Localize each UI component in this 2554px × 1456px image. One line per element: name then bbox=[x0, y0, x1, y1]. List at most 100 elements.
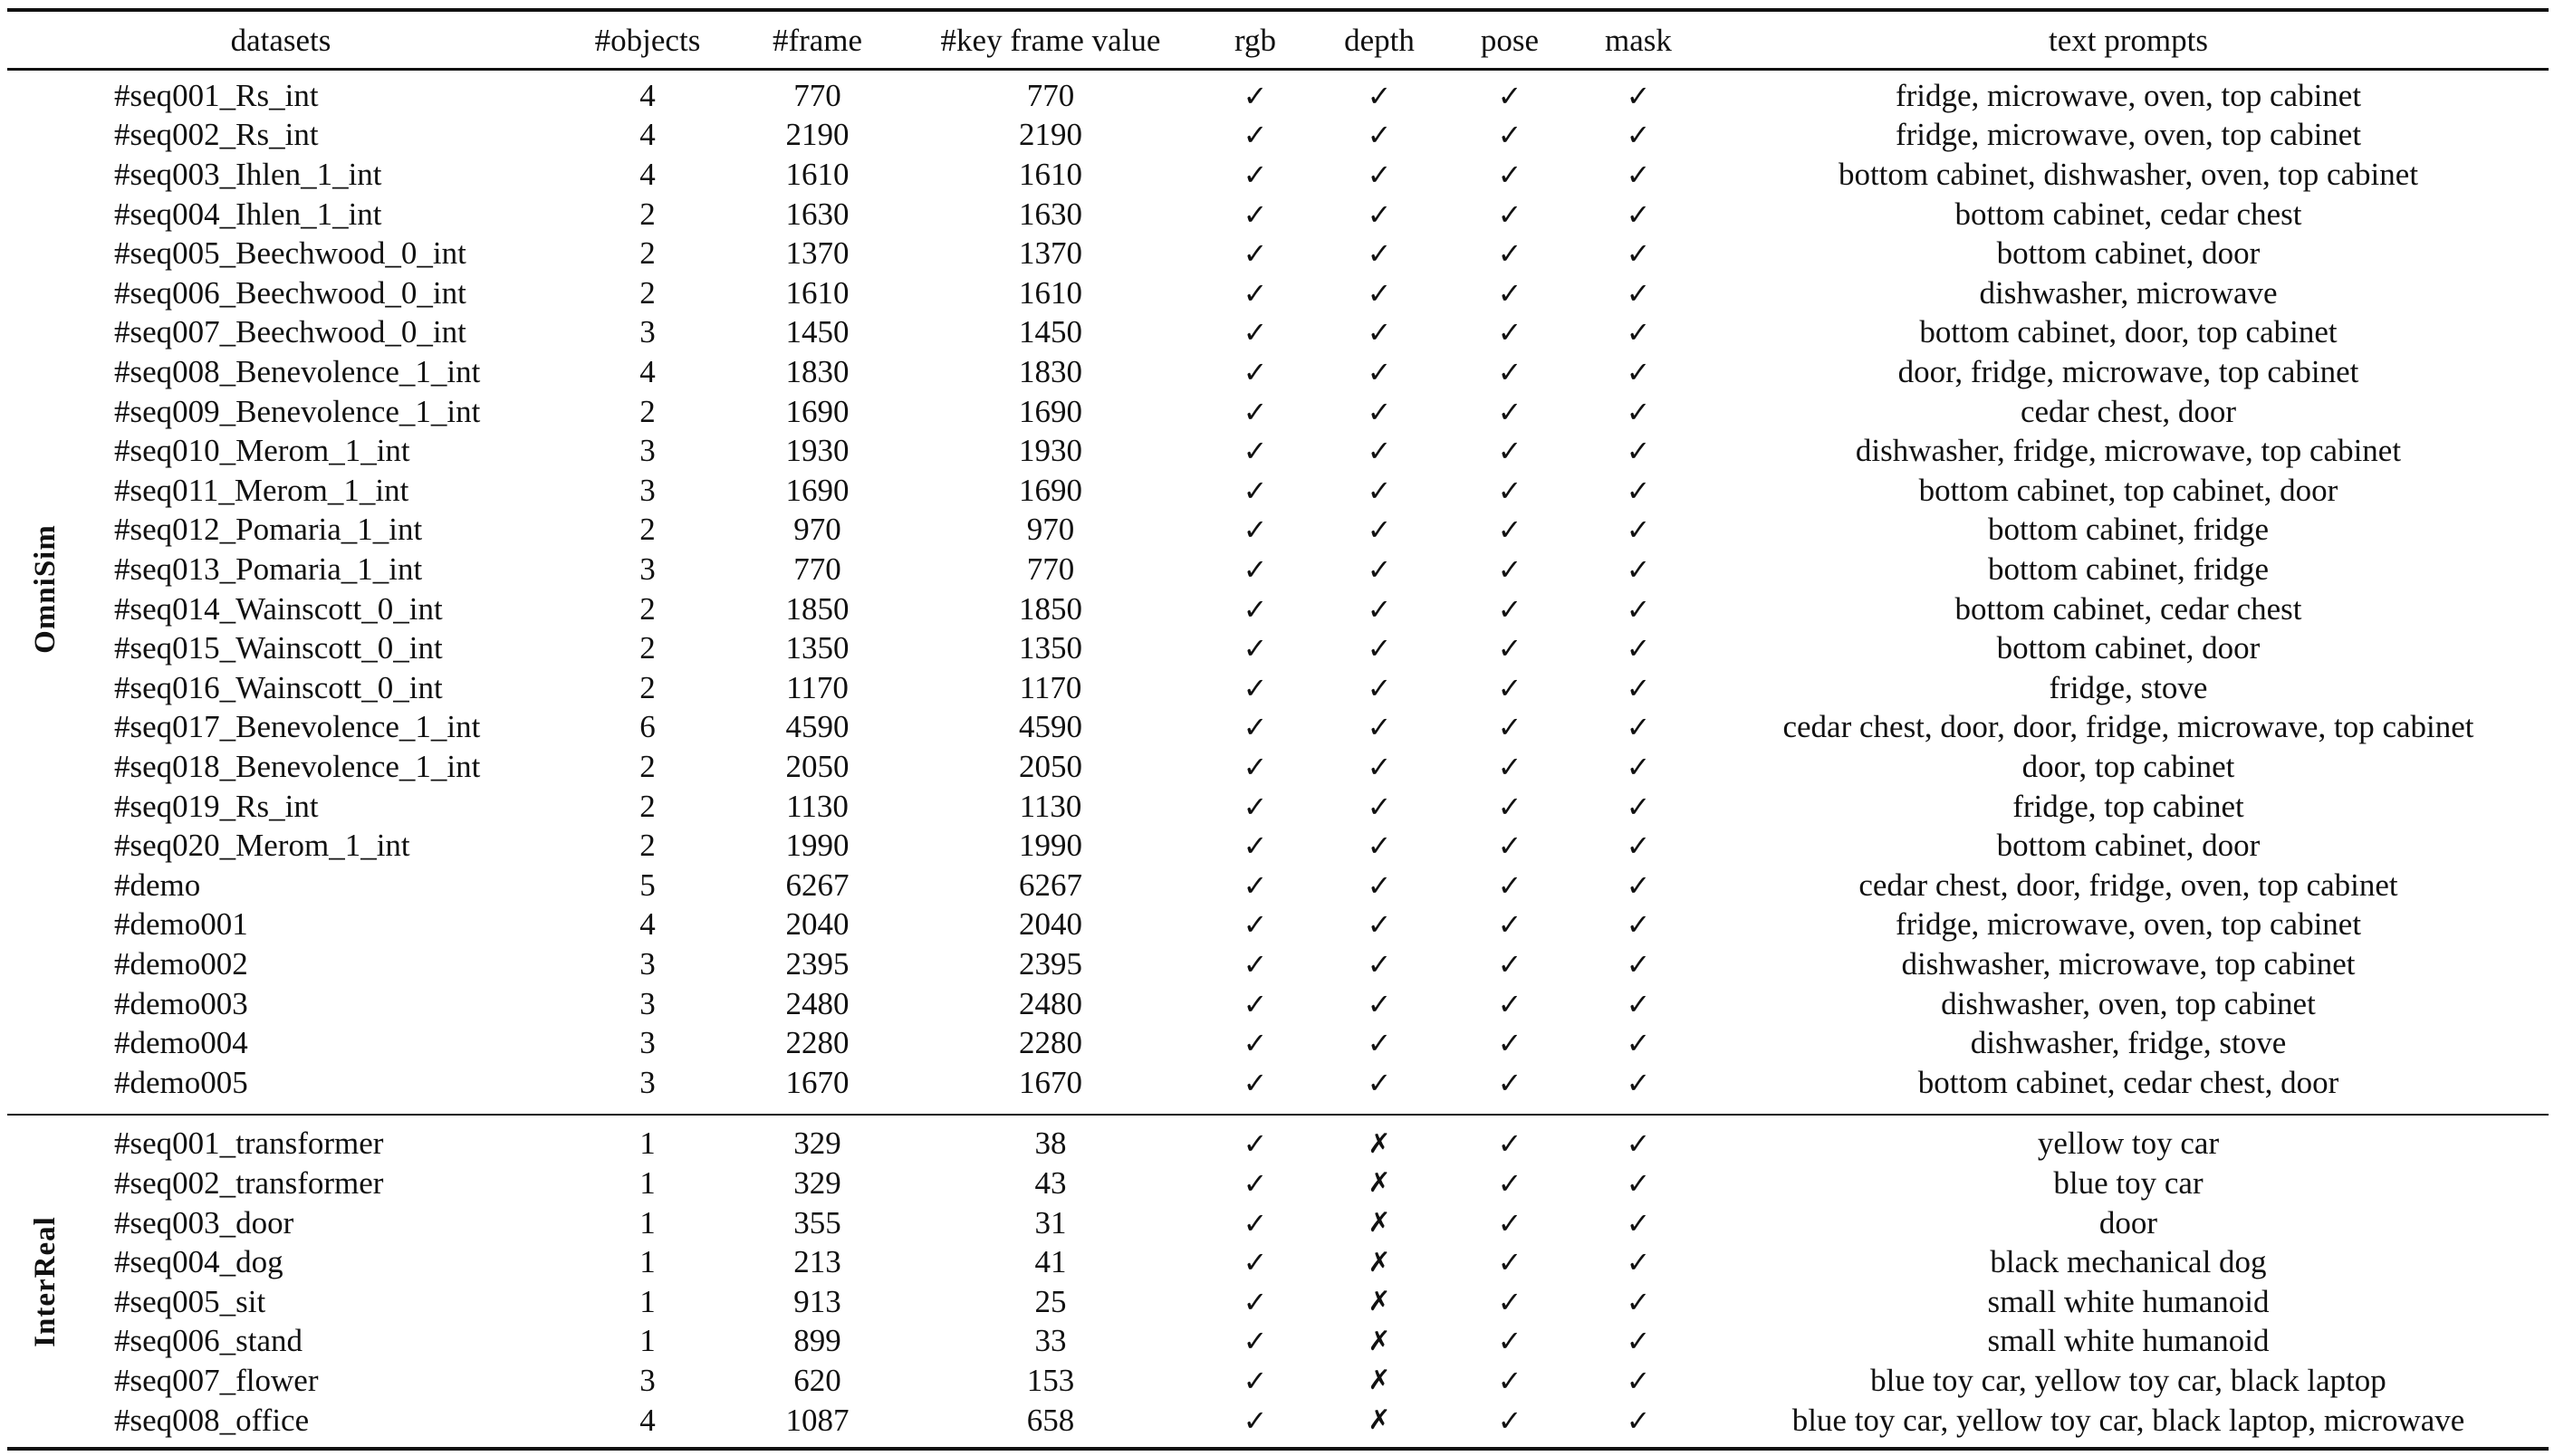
dataset-name: #seq001_transformer bbox=[114, 1126, 384, 1162]
depth-flag: ✓ bbox=[1367, 118, 1392, 153]
pose-flag: ✓ bbox=[1497, 1245, 1522, 1280]
table-row: #seq008_office 4 1087 658 ✓ ✗ ✓ ✓ blue toy car, … bbox=[0, 1401, 2554, 1441]
mask-flag: ✓ bbox=[1626, 157, 1651, 192]
depth-flag: ✓ bbox=[1367, 78, 1392, 113]
mask-flag: ✓ bbox=[1626, 829, 1651, 864]
frame-count: 2480 bbox=[785, 985, 850, 1021]
frame-count: 1690 bbox=[785, 393, 850, 429]
frame-count: 2280 bbox=[785, 1025, 850, 1061]
text-prompts: bottom cabinet, cedar chest bbox=[1954, 590, 2302, 627]
mask-flag: ✓ bbox=[1626, 946, 1651, 982]
depth-flag: ✓ bbox=[1367, 749, 1392, 784]
objects-count: 1 bbox=[639, 1126, 656, 1162]
frame-count: 329 bbox=[793, 1126, 841, 1162]
pose-flag: ✓ bbox=[1497, 986, 1522, 1021]
rgb-flag: ✓ bbox=[1243, 710, 1268, 745]
text-prompts: bottom cabinet, fridge bbox=[1987, 551, 2270, 587]
table-row: #seq004_Ihlen_1_int 2 1630 1630 ✓ ✓ ✓ ✓ bottom c… bbox=[0, 195, 2554, 235]
pose-flag: ✓ bbox=[1497, 354, 1522, 389]
rgb-flag: ✓ bbox=[1243, 1205, 1268, 1240]
frame-count: 1610 bbox=[785, 156, 850, 192]
text-prompts: dishwasher, microwave, top cabinet bbox=[1901, 945, 2356, 982]
dataset-name: #seq009_Benevolence_1_int bbox=[114, 393, 481, 429]
text-prompts: small white humanoid bbox=[1987, 1283, 2270, 1319]
dataset-name: #seq013_Pomaria_1_int bbox=[114, 551, 423, 587]
objects-count: 4 bbox=[639, 906, 656, 943]
key-frame-count: 2480 bbox=[1019, 985, 1082, 1021]
objects-count: 4 bbox=[639, 353, 656, 389]
dataset-name: #demo002 bbox=[114, 945, 248, 982]
pose-flag: ✓ bbox=[1497, 1165, 1522, 1201]
table-row: #seq019_Rs_int 2 1130 1130 ✓ ✓ ✓ ✓ fridge, top c… bbox=[0, 787, 2554, 827]
pose-flag: ✓ bbox=[1497, 157, 1522, 192]
table-row: #demo003 3 2480 2480 ✓ ✓ ✓ ✓ dishwasher, oven, t… bbox=[0, 984, 2554, 1024]
objects-count: 2 bbox=[639, 235, 656, 272]
rgb-flag: ✓ bbox=[1243, 789, 1268, 824]
frame-count: 2050 bbox=[785, 748, 850, 784]
header-row: datasets #objects #frame #key frame value rg… bbox=[0, 12, 2554, 69]
dataset-name: #seq015_Wainscott_0_int bbox=[114, 630, 443, 666]
key-frame-count: 6267 bbox=[1019, 867, 1082, 903]
key-frame-count: 1990 bbox=[1019, 828, 1082, 864]
depth-flag: ✓ bbox=[1367, 986, 1392, 1021]
frame-count: 770 bbox=[793, 551, 841, 587]
table-row: #seq004_dog 1 213 41 ✓ ✗ ✓ ✓ black mechanical do… bbox=[0, 1242, 2554, 1282]
frame-count: 1690 bbox=[785, 472, 850, 508]
mask-flag: ✓ bbox=[1626, 354, 1651, 389]
objects-count: 3 bbox=[639, 1064, 656, 1100]
key-frame-count: 2040 bbox=[1019, 906, 1082, 943]
pose-flag: ✓ bbox=[1497, 1284, 1522, 1319]
objects-count: 3 bbox=[639, 433, 656, 469]
key-frame-count: 153 bbox=[1026, 1362, 1075, 1398]
key-frame-count: 970 bbox=[1026, 512, 1075, 548]
text-prompts: dishwasher, oven, top cabinet bbox=[1941, 985, 2316, 1021]
header-frame-count: #frame bbox=[772, 22, 863, 58]
rgb-flag: ✓ bbox=[1243, 551, 1268, 587]
rgb-flag: ✓ bbox=[1243, 1065, 1268, 1100]
group-label: InterReal bbox=[0, 1125, 91, 1441]
text-prompts: fridge, microwave, oven, top cabinet bbox=[1895, 117, 2362, 153]
mask-flag: ✓ bbox=[1626, 1065, 1651, 1100]
rgb-flag: ✓ bbox=[1243, 946, 1268, 982]
frame-count: 1830 bbox=[785, 353, 850, 389]
objects-count: 2 bbox=[639, 669, 656, 705]
key-frame-count: 1670 bbox=[1019, 1064, 1082, 1100]
frame-count: 1610 bbox=[785, 274, 850, 311]
depth-flag: ✓ bbox=[1367, 710, 1392, 745]
frame-count: 4590 bbox=[785, 709, 850, 745]
depth-flag: ✓ bbox=[1367, 196, 1392, 232]
pose-flag: ✓ bbox=[1497, 473, 1522, 508]
objects-count: 3 bbox=[639, 472, 656, 508]
objects-count: 2 bbox=[639, 196, 656, 232]
table-row: #seq007_flower 3 620 153 ✓ ✗ ✓ ✓ blue toy car, y… bbox=[0, 1361, 2554, 1401]
frame-count: 1350 bbox=[785, 630, 850, 666]
text-prompts: bottom cabinet, top cabinet, door bbox=[1918, 472, 2338, 508]
frame-count: 2190 bbox=[785, 117, 850, 153]
rgb-flag: ✓ bbox=[1243, 275, 1268, 311]
table-row: #seq018_Benevolence_1_int 2 2050 2050 ✓ ✓ ✓ ✓ do… bbox=[0, 747, 2554, 787]
text-prompts: dishwasher, fridge, microwave, top cabin… bbox=[1855, 433, 2402, 469]
mask-flag: ✓ bbox=[1626, 710, 1651, 745]
mask-flag: ✓ bbox=[1626, 275, 1651, 311]
frame-count: 1130 bbox=[786, 788, 849, 824]
frame-count: 1170 bbox=[786, 669, 849, 705]
frame-count: 620 bbox=[793, 1362, 841, 1398]
pose-flag: ✓ bbox=[1497, 907, 1522, 943]
dataset-name: #seq007_flower bbox=[114, 1362, 319, 1398]
dataset-name: #demo003 bbox=[114, 985, 248, 1021]
key-frame-count: 33 bbox=[1034, 1323, 1067, 1359]
depth-flag: ✓ bbox=[1367, 473, 1392, 508]
text-prompts: fridge, stove bbox=[2049, 669, 2208, 705]
mask-flag: ✓ bbox=[1626, 1165, 1651, 1201]
mask-flag: ✓ bbox=[1626, 1403, 1651, 1438]
objects-count: 3 bbox=[639, 314, 656, 350]
objects-count: 3 bbox=[639, 1025, 656, 1061]
text-prompts: cedar chest, door bbox=[2020, 393, 2237, 429]
text-prompts: bottom cabinet, door bbox=[1996, 828, 2261, 864]
mask-flag: ✓ bbox=[1626, 631, 1651, 666]
frame-count: 1370 bbox=[785, 235, 850, 272]
frame-count: 1670 bbox=[785, 1064, 850, 1100]
objects-count: 4 bbox=[639, 156, 656, 192]
key-frame-count: 770 bbox=[1026, 77, 1075, 113]
mask-flag: ✓ bbox=[1626, 1126, 1651, 1162]
